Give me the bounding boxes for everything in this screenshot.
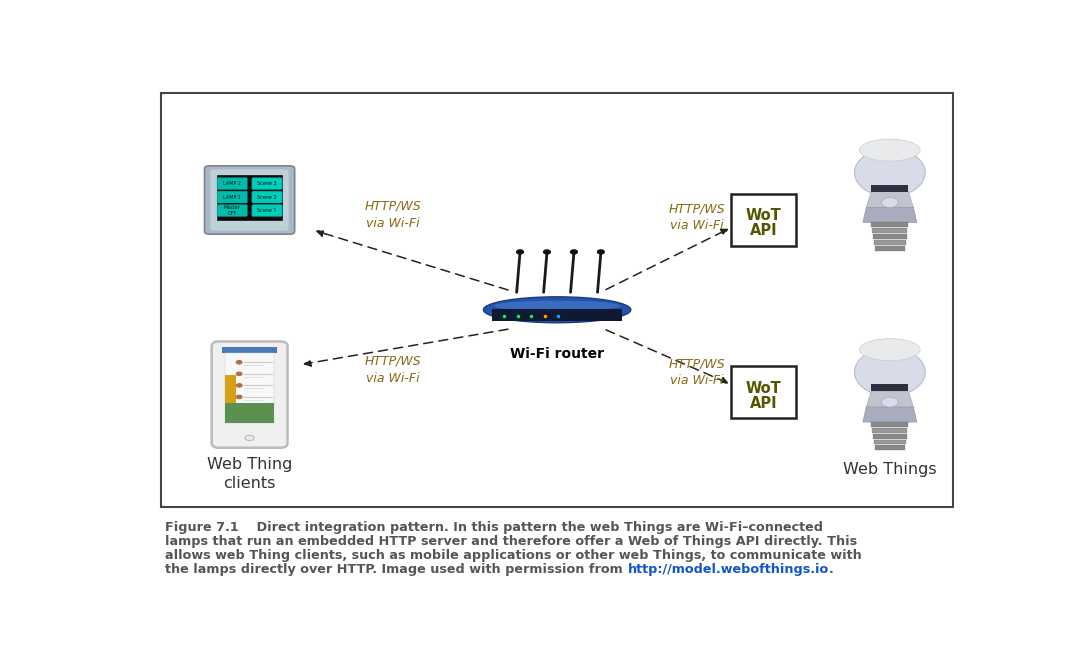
Text: http://model.webofthings.io: http://model.webofthings.io: [627, 562, 829, 576]
Text: WoT: WoT: [746, 380, 782, 396]
FancyBboxPatch shape: [872, 185, 909, 192]
Circle shape: [598, 250, 604, 254]
FancyBboxPatch shape: [872, 222, 909, 227]
Circle shape: [236, 361, 242, 364]
FancyBboxPatch shape: [217, 205, 248, 216]
Polygon shape: [863, 207, 916, 222]
FancyBboxPatch shape: [874, 439, 905, 445]
FancyBboxPatch shape: [730, 366, 797, 419]
Text: Scene 2: Scene 2: [258, 194, 277, 200]
Text: Web Things: Web Things: [844, 462, 937, 477]
Text: Master
OFF: Master OFF: [224, 205, 240, 216]
FancyBboxPatch shape: [872, 422, 909, 426]
FancyBboxPatch shape: [875, 246, 904, 251]
Text: allows web Thing clients, such as mobile applications or other web Things, to co: allows web Thing clients, such as mobile…: [165, 549, 862, 562]
Text: Wi-Fi router: Wi-Fi router: [510, 347, 604, 361]
Text: Web Thing
clients: Web Thing clients: [207, 457, 292, 491]
FancyBboxPatch shape: [252, 191, 283, 203]
Text: HTTP/WS
via Wi-Fi: HTTP/WS via Wi-Fi: [669, 357, 725, 387]
Text: Scene 3: Scene 3: [258, 181, 277, 186]
Ellipse shape: [854, 148, 925, 196]
Text: Figure 7.1    Direct integration pattern. In this pattern the web Things are Wi-: Figure 7.1 Direct integration pattern. I…: [165, 521, 823, 534]
Circle shape: [516, 250, 524, 254]
FancyBboxPatch shape: [225, 353, 275, 423]
FancyBboxPatch shape: [491, 309, 623, 321]
FancyBboxPatch shape: [873, 234, 907, 239]
Circle shape: [236, 372, 242, 375]
FancyBboxPatch shape: [875, 445, 904, 450]
Text: the lamps directly over HTTP. Image used with permission from: the lamps directly over HTTP. Image used…: [165, 562, 627, 576]
Text: API: API: [750, 395, 777, 411]
Text: Scene 1: Scene 1: [258, 208, 277, 213]
FancyBboxPatch shape: [252, 178, 283, 189]
Circle shape: [571, 250, 577, 254]
Circle shape: [245, 435, 254, 441]
Text: HTTP/WS
via Wi-Fi: HTTP/WS via Wi-Fi: [364, 200, 421, 230]
FancyBboxPatch shape: [217, 178, 248, 189]
FancyBboxPatch shape: [211, 169, 289, 231]
Ellipse shape: [484, 297, 630, 323]
Polygon shape: [866, 192, 913, 207]
FancyBboxPatch shape: [212, 341, 287, 448]
FancyBboxPatch shape: [216, 175, 283, 220]
FancyBboxPatch shape: [225, 403, 275, 423]
Circle shape: [236, 384, 242, 387]
Circle shape: [544, 250, 550, 254]
FancyBboxPatch shape: [204, 166, 295, 234]
FancyBboxPatch shape: [872, 384, 909, 391]
Text: LAMP 2: LAMP 2: [223, 181, 241, 186]
FancyBboxPatch shape: [225, 375, 236, 423]
Polygon shape: [866, 391, 913, 407]
Polygon shape: [863, 407, 916, 422]
Ellipse shape: [495, 301, 620, 311]
Circle shape: [882, 198, 898, 207]
Text: .: .: [829, 562, 834, 576]
FancyBboxPatch shape: [222, 347, 277, 353]
Text: WoT: WoT: [746, 209, 782, 224]
Ellipse shape: [860, 139, 921, 161]
FancyBboxPatch shape: [730, 194, 797, 246]
FancyBboxPatch shape: [874, 240, 905, 245]
Text: LAMP 1: LAMP 1: [223, 194, 241, 200]
Text: HTTP/WS
via Wi-Fi: HTTP/WS via Wi-Fi: [669, 202, 725, 233]
Text: HTTP/WS
via Wi-Fi: HTTP/WS via Wi-Fi: [364, 354, 421, 385]
Circle shape: [882, 397, 898, 407]
Circle shape: [236, 395, 242, 399]
FancyBboxPatch shape: [161, 93, 953, 507]
Ellipse shape: [860, 339, 921, 361]
FancyBboxPatch shape: [872, 228, 908, 233]
Text: lamps that run an embedded HTTP server and therefore offer a Web of Things API d: lamps that run an embedded HTTP server a…: [165, 535, 858, 548]
FancyBboxPatch shape: [252, 205, 283, 216]
FancyBboxPatch shape: [873, 434, 907, 439]
Text: API: API: [750, 224, 777, 238]
FancyBboxPatch shape: [217, 191, 248, 203]
FancyBboxPatch shape: [872, 428, 908, 432]
Ellipse shape: [854, 348, 925, 396]
